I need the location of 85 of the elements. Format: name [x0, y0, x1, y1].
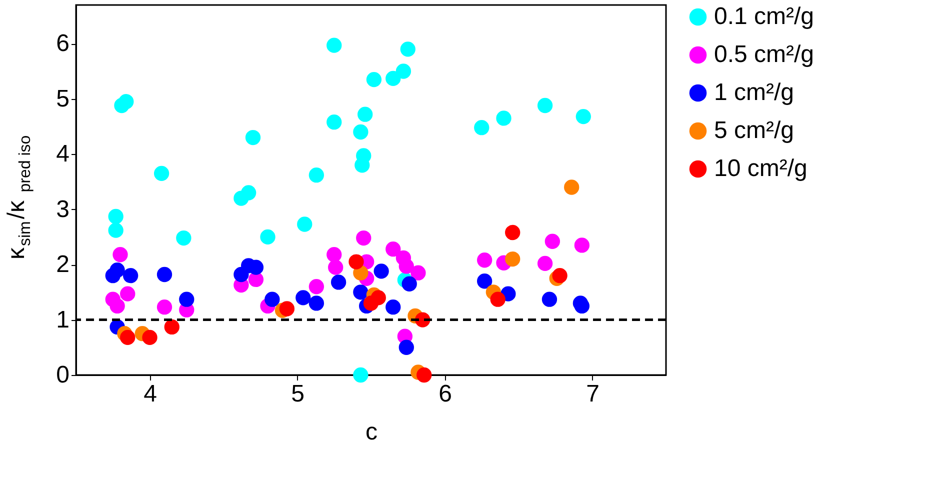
point — [245, 130, 261, 146]
y-tick-label: 0 — [56, 362, 70, 388]
legend-label: 10 cm²/g — [714, 155, 808, 182]
point — [297, 216, 312, 232]
x-axis-title: c — [366, 418, 378, 446]
point — [505, 224, 520, 240]
y-tick-label: 2 — [56, 251, 70, 278]
point — [544, 234, 560, 249]
point — [308, 168, 324, 183]
point — [326, 114, 342, 130]
x-tick-label: 6 — [438, 380, 452, 408]
point — [108, 208, 124, 224]
point — [326, 38, 342, 53]
legend-label: 0.5 cm²/g — [714, 41, 814, 68]
point — [576, 108, 591, 124]
point — [537, 98, 553, 114]
point — [308, 279, 324, 294]
point — [552, 268, 568, 284]
point — [156, 266, 172, 282]
point — [110, 298, 125, 314]
point — [154, 166, 170, 181]
point — [264, 292, 280, 307]
point — [156, 300, 172, 315]
point — [353, 124, 368, 140]
point — [110, 262, 125, 278]
point — [330, 274, 346, 290]
point — [386, 70, 401, 86]
point — [279, 301, 295, 316]
point — [164, 319, 180, 335]
point — [122, 268, 138, 284]
point — [353, 367, 368, 383]
y-tick-label: 1 — [56, 306, 70, 334]
point — [476, 274, 492, 289]
point — [398, 340, 414, 355]
point — [542, 292, 558, 307]
point — [328, 260, 344, 275]
x-tick-label: 5 — [291, 380, 304, 408]
point — [564, 180, 580, 195]
point — [179, 292, 194, 307]
point — [112, 247, 128, 262]
point — [176, 230, 192, 246]
point — [326, 247, 342, 262]
point — [248, 272, 264, 288]
point — [240, 185, 256, 200]
point — [354, 158, 370, 173]
point — [374, 264, 389, 279]
point — [142, 330, 158, 346]
point — [416, 367, 432, 383]
y-tick-label: 3 — [56, 196, 70, 223]
y-tick-label: 6 — [56, 30, 70, 58]
point — [353, 284, 368, 300]
point — [358, 106, 373, 122]
point — [476, 252, 492, 268]
legend-label: 0.1 cm²/g — [714, 3, 814, 30]
point — [490, 292, 506, 307]
point — [400, 42, 416, 57]
point — [396, 64, 412, 79]
point — [308, 296, 324, 311]
point — [370, 290, 386, 306]
y-tick-label: 5 — [56, 85, 70, 112]
point — [296, 290, 311, 306]
point — [537, 256, 553, 272]
point — [410, 265, 426, 280]
legend-label: 5 cm²/g — [714, 117, 794, 144]
point — [505, 251, 520, 267]
point — [496, 110, 512, 126]
point — [108, 222, 124, 238]
point — [386, 300, 401, 315]
point — [474, 120, 490, 136]
x-tick-label: 4 — [144, 380, 157, 408]
point — [120, 330, 136, 346]
point — [402, 276, 417, 292]
point — [386, 242, 401, 257]
point — [356, 230, 372, 246]
legend-label: 1 cm²/g — [714, 79, 794, 106]
point — [398, 258, 414, 274]
point — [366, 72, 382, 88]
point — [260, 229, 276, 245]
point — [348, 254, 364, 270]
y-axis-title: κsim/κpred iso — [3, 135, 34, 260]
point — [574, 238, 590, 253]
point — [118, 94, 134, 110]
x-tick-label: 7 — [586, 380, 600, 408]
point — [120, 286, 136, 302]
y-tick-label: 4 — [56, 140, 70, 168]
